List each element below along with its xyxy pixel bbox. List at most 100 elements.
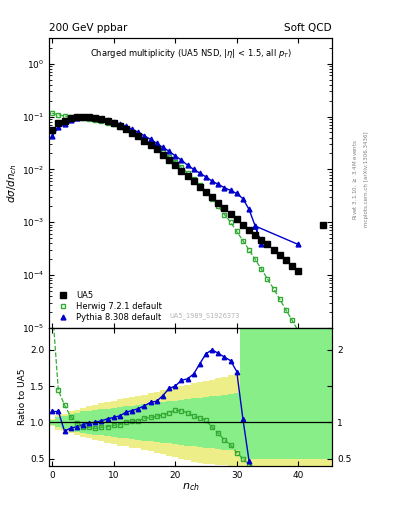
UA5 (271, 247, 276, 253)
Herwig 7.2.1 default (111, 121, 116, 127)
Pythia 8.308 default (87, 114, 92, 120)
Pythia 8.308 default (118, 121, 122, 127)
UA5 (173, 162, 178, 168)
Line: UA5: UA5 (50, 114, 301, 274)
Herwig 7.2.1 default (191, 176, 196, 182)
Herwig 7.2.1 default (124, 126, 129, 133)
UA5 (204, 189, 208, 195)
UA5 (111, 120, 116, 126)
Pythia 8.308 default (148, 136, 153, 142)
UA5 (87, 114, 92, 120)
Text: mcplots.cern.ch [arXiv:1306.3436]: mcplots.cern.ch [arXiv:1306.3436] (364, 132, 369, 227)
UA5 (265, 241, 270, 247)
Herwig 7.2.1 default (302, 338, 307, 345)
Pythia 8.308 default (253, 223, 257, 229)
UA5 (210, 194, 215, 200)
Herwig 7.2.1 default (74, 114, 79, 120)
Pythia 8.308 default (142, 133, 147, 139)
UA5 (253, 232, 257, 238)
Text: 200 GeV ppbar: 200 GeV ppbar (49, 23, 127, 33)
Pythia 8.308 default (136, 130, 141, 136)
UA5 (167, 157, 171, 163)
Herwig 7.2.1 default (99, 118, 104, 124)
UA5 (222, 205, 227, 211)
Herwig 7.2.1 default (167, 154, 171, 160)
Herwig 7.2.1 default (93, 117, 97, 123)
Pythia 8.308 default (167, 148, 171, 154)
Herwig 7.2.1 default (308, 350, 313, 356)
Herwig 7.2.1 default (222, 211, 227, 218)
Herwig 7.2.1 default (241, 238, 245, 244)
Herwig 7.2.1 default (284, 307, 288, 313)
Herwig 7.2.1 default (173, 159, 178, 165)
Herwig 7.2.1 default (327, 396, 331, 402)
Text: Soft QCD: Soft QCD (285, 23, 332, 33)
Herwig 7.2.1 default (154, 144, 159, 151)
Pythia 8.308 default (253, 223, 257, 229)
Pythia 8.308 default (130, 126, 134, 133)
Pythia 8.308 default (93, 115, 97, 121)
Pythia 8.308 default (210, 178, 215, 184)
Herwig 7.2.1 default (118, 124, 122, 130)
Pythia 8.308 default (216, 181, 220, 187)
UA5 (191, 178, 196, 184)
UA5 (234, 216, 239, 222)
Pythia 8.308 default (191, 166, 196, 173)
X-axis label: $n_{ch}$: $n_{ch}$ (182, 481, 200, 493)
Herwig 7.2.1 default (161, 150, 165, 156)
UA5 (105, 118, 110, 124)
Legend: UA5, Herwig 7.2.1 default, Pythia 8.308 default: UA5, Herwig 7.2.1 default, Pythia 8.308 … (53, 289, 163, 324)
Text: Charged multiplicity (UA5 NSD, $|\eta|$ < 1.5, all $p_T$): Charged multiplicity (UA5 NSD, $|\eta|$ … (90, 47, 292, 60)
UA5 (185, 173, 190, 179)
UA5 (179, 167, 184, 174)
Pythia 8.308 default (296, 241, 301, 247)
Pythia 8.308 default (154, 140, 159, 146)
Herwig 7.2.1 default (130, 130, 134, 136)
Herwig 7.2.1 default (253, 256, 257, 262)
Pythia 8.308 default (222, 185, 227, 191)
Herwig 7.2.1 default (228, 219, 233, 225)
Herwig 7.2.1 default (81, 115, 85, 121)
UA5 (259, 237, 264, 243)
Herwig 7.2.1 default (296, 328, 301, 334)
Pythia 8.308 default (74, 115, 79, 121)
Herwig 7.2.1 default (105, 119, 110, 125)
UA5 (56, 120, 61, 126)
Line: Pythia 8.308 default: Pythia 8.308 default (50, 115, 301, 247)
Y-axis label: $d\sigma/dn_{ch}$: $d\sigma/dn_{ch}$ (5, 163, 19, 203)
Pythia 8.308 default (185, 162, 190, 168)
UA5 (284, 258, 288, 264)
Herwig 7.2.1 default (259, 266, 264, 272)
Herwig 7.2.1 default (271, 286, 276, 292)
Herwig 7.2.1 default (68, 114, 73, 120)
Pythia 8.308 default (111, 119, 116, 125)
Pythia 8.308 default (241, 196, 245, 202)
UA5 (228, 210, 233, 217)
Pythia 8.308 default (68, 117, 73, 123)
Pythia 8.308 default (50, 133, 55, 139)
Pythia 8.308 default (204, 174, 208, 180)
UA5 (241, 222, 245, 228)
UA5 (74, 114, 79, 120)
UA5 (62, 118, 67, 124)
Text: UA5_1989_S1926373: UA5_1989_S1926373 (169, 312, 240, 319)
Pythia 8.308 default (247, 206, 252, 212)
UA5 (68, 115, 73, 121)
UA5 (93, 115, 97, 121)
Pythia 8.308 default (81, 114, 85, 120)
Herwig 7.2.1 default (210, 196, 215, 202)
UA5 (154, 146, 159, 153)
Pythia 8.308 default (228, 187, 233, 194)
Text: Rivet 3.1.10, $\geq$ 3.4M events: Rivet 3.1.10, $\geq$ 3.4M events (352, 139, 359, 220)
UA5 (99, 116, 104, 122)
Herwig 7.2.1 default (216, 203, 220, 209)
Pythia 8.308 default (124, 123, 129, 130)
Pythia 8.308 default (105, 117, 110, 123)
Herwig 7.2.1 default (247, 247, 252, 253)
Herwig 7.2.1 default (290, 317, 294, 324)
Herwig 7.2.1 default (87, 116, 92, 122)
UA5 (124, 126, 129, 133)
Pythia 8.308 default (56, 124, 61, 131)
Herwig 7.2.1 default (142, 136, 147, 142)
UA5 (296, 268, 301, 274)
